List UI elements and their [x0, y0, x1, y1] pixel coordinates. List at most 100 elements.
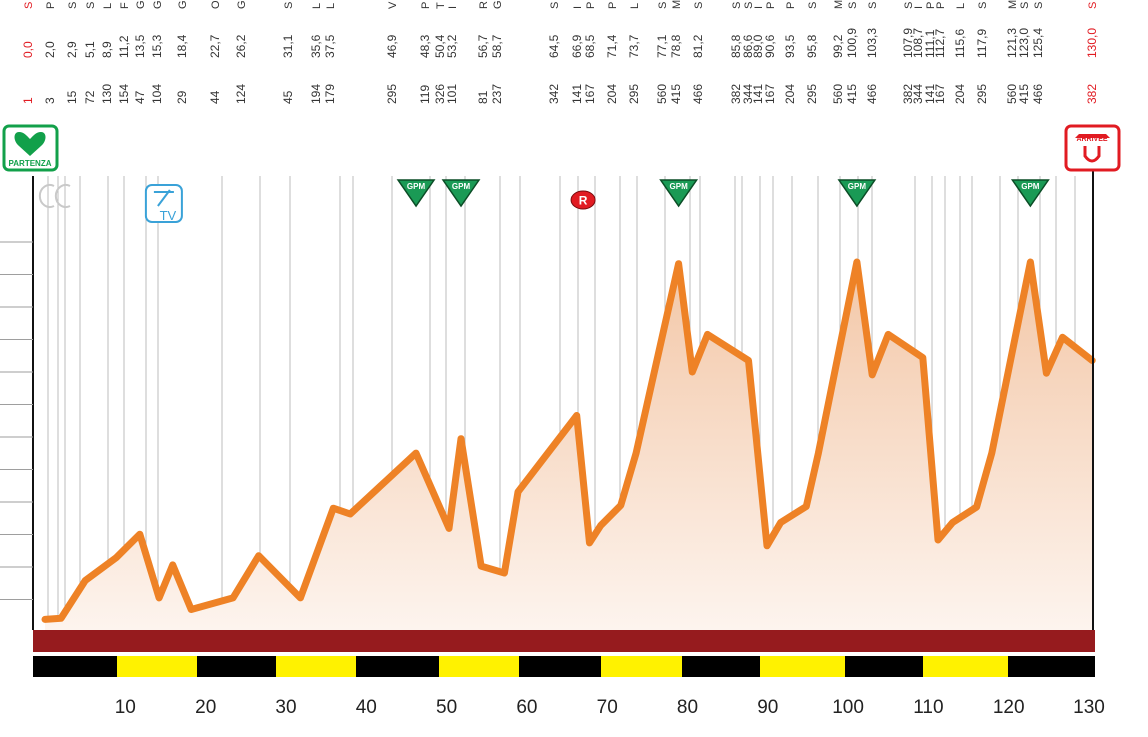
- x-tick-label: 40: [356, 697, 377, 718]
- header-altitude: 466: [691, 84, 705, 104]
- header-altitude: 295: [627, 84, 641, 104]
- header-place-abbrev: S: [657, 2, 669, 9]
- header-km: 2,0: [43, 41, 57, 58]
- header-altitude: 237: [490, 84, 504, 104]
- header-place-abbrev: S: [85, 2, 97, 9]
- header-altitude: 415: [1017, 84, 1031, 104]
- profile-point: [230, 595, 236, 601]
- header-km: 115,6: [953, 29, 967, 58]
- header-altitude: 81: [476, 90, 490, 104]
- header-altitude: 119: [418, 85, 432, 104]
- profile-point: [974, 504, 980, 510]
- header-km: 11,2: [117, 35, 131, 58]
- header-altitude: 130: [100, 84, 114, 104]
- profile-point: [82, 578, 88, 584]
- header-place-abbrev: P: [935, 2, 947, 9]
- header-altitude: 3: [43, 97, 57, 104]
- profile-point: [42, 616, 48, 622]
- profile-point: [935, 537, 941, 543]
- header-altitude: 344: [911, 84, 925, 104]
- header-altitude: 167: [933, 84, 947, 104]
- header-altitude: 344: [741, 84, 755, 104]
- header-place-abbrev: L: [629, 3, 641, 9]
- header-altitude: 204: [605, 84, 619, 104]
- header-place-abbrev: G: [177, 0, 189, 9]
- profile-point: [1060, 334, 1065, 340]
- header-place-abbrev: G: [236, 0, 248, 9]
- gpm-triangle: [396, 179, 436, 208]
- lap-icon: [54, 184, 71, 208]
- x-tick-label: 50: [436, 697, 457, 718]
- header-altitude: 382: [901, 84, 915, 104]
- x-tick-label: 130: [1073, 697, 1105, 718]
- header-km: 90,6: [763, 34, 777, 58]
- header-km: 31,1: [281, 34, 295, 58]
- header-km: 78,8: [669, 34, 683, 58]
- header-altitude: 179: [323, 84, 337, 104]
- profile-point: [633, 450, 639, 456]
- profile-point: [778, 520, 784, 526]
- header-km: 108,7: [911, 28, 925, 58]
- gpm-marker: GPM: [1010, 179, 1050, 208]
- gpm-marker: GPM: [396, 179, 436, 208]
- header-place-abbrev: L: [311, 3, 323, 9]
- profile-line: [41, 258, 1096, 623]
- header-altitude: 167: [583, 84, 597, 104]
- header-altitude: 382: [1085, 84, 1099, 104]
- profile-point: [574, 413, 580, 418]
- header-km: 53,2: [445, 34, 459, 58]
- header-km: 121,3: [1005, 28, 1019, 58]
- header-place-abbrev: I: [572, 6, 584, 9]
- header-km: 46,9: [385, 34, 399, 58]
- feed-zone-badge: [570, 190, 596, 210]
- axis-lines: [0, 170, 1095, 652]
- gpm-label: GPM: [848, 182, 867, 191]
- finish-badge: ARRIVEE: [1064, 124, 1121, 172]
- header-place-abbrev: L: [955, 3, 967, 9]
- distance-band-segment: [601, 656, 682, 677]
- profile-point: [137, 531, 143, 537]
- profile-point: [188, 607, 194, 612]
- header-altitude: 141: [570, 84, 584, 104]
- header-km: 103,3: [865, 28, 879, 58]
- x-tick-label: 70: [597, 697, 618, 718]
- profile-area: [41, 258, 1096, 630]
- header-km: 86,6: [741, 34, 755, 58]
- profile-point: [478, 563, 484, 569]
- header-km: 100,9: [845, 28, 859, 58]
- distance-band-segment: [33, 656, 117, 677]
- header-place-abbrev: S: [1019, 2, 1031, 9]
- header-altitude: 560: [655, 84, 669, 104]
- gpm-label: GPM: [452, 182, 471, 191]
- profile-point: [256, 553, 262, 559]
- profile-point: [413, 450, 419, 456]
- finish-arch-icon: [1083, 146, 1101, 163]
- header-place-abbrev: I: [913, 6, 925, 9]
- header-km: 2,9: [65, 41, 79, 58]
- profile-fill: [45, 262, 1093, 630]
- header-place-abbrev: L: [102, 3, 114, 9]
- header-altitude: 1: [21, 97, 35, 104]
- header-place-abbrev: P: [45, 2, 57, 9]
- header-altitude: 295: [805, 84, 819, 104]
- header-place-abbrev: S: [903, 2, 915, 9]
- header-km: 26,2: [234, 34, 248, 58]
- header-altitude: 124: [234, 84, 248, 104]
- x-tick-label: 90: [757, 697, 778, 718]
- header-km: 35,6: [309, 34, 323, 58]
- header-altitude: 326: [433, 84, 447, 104]
- profile-point: [764, 543, 770, 549]
- gpm-marker: GPM: [837, 179, 877, 208]
- header-altitude: 15: [65, 90, 79, 104]
- profile-point: [58, 615, 64, 621]
- header-altitude: 194: [309, 84, 323, 104]
- finish-badge-frame: [1064, 124, 1121, 172]
- header-place-abbrev: S: [847, 2, 859, 9]
- header-km: 93,5: [783, 34, 797, 58]
- header-altitude: 415: [845, 84, 859, 104]
- profile-point: [689, 369, 695, 375]
- header-place-abbrev: G: [135, 0, 147, 9]
- distance-band-segment: [682, 656, 760, 677]
- x-tick-label: 120: [993, 697, 1025, 718]
